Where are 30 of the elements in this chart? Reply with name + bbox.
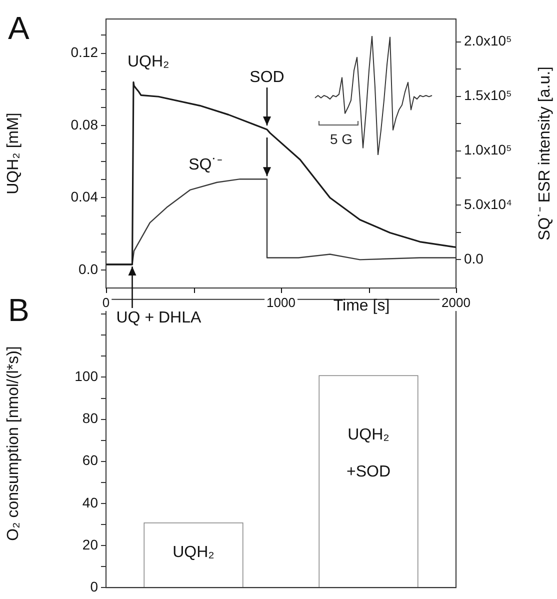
y2-tick-label: 2.0x10⁵	[464, 32, 512, 49]
category-label: UQH₂ +SOD	[346, 426, 391, 481]
y-tick-label: 60	[82, 452, 98, 468]
y2-tick-label: 5.0x10⁴	[464, 196, 512, 212]
x-tick-label: 0	[102, 295, 110, 310]
series-label: UQH₂	[127, 54, 170, 71]
y2-tick-label: 1.0x10⁵	[464, 142, 512, 158]
y-tick-label: 0.12	[70, 44, 98, 60]
y2-tick-label: 0.0	[464, 250, 484, 267]
series-label: SQ˙⁻	[188, 156, 222, 174]
annotation: UQ + DHLA	[116, 309, 202, 326]
y-tick-label: 0.04	[70, 188, 98, 205]
y-axis-title: UQH₂ [mM]	[5, 112, 22, 194]
y2-tick-label: 1.5x10⁵	[464, 87, 512, 104]
x-tick-label: 1000	[266, 295, 296, 310]
text: B	[8, 292, 30, 328]
y-tick-label: 100	[74, 368, 98, 384]
x-tick-label: 2000	[442, 295, 470, 310]
y2-axis-title: SQ˙⁻ ESR intensity [a.u.]	[536, 66, 554, 240]
y-tick-label: 40	[82, 494, 98, 510]
text: A	[8, 10, 30, 46]
y-axis-title: O₂ consumption [nmol/(l*s)]	[5, 346, 22, 541]
y-tick-label: 20	[82, 536, 98, 552]
y-tick-label: 0.08	[70, 116, 98, 132]
x-axis-title: Time [s]	[333, 297, 390, 314]
y-tick-label: 0.0	[78, 260, 98, 277]
annotation: 5 G	[330, 131, 353, 147]
y-tick-label: 80	[82, 410, 98, 426]
y-tick-label: 0	[90, 578, 98, 594]
annotation: SOD	[250, 68, 284, 86]
